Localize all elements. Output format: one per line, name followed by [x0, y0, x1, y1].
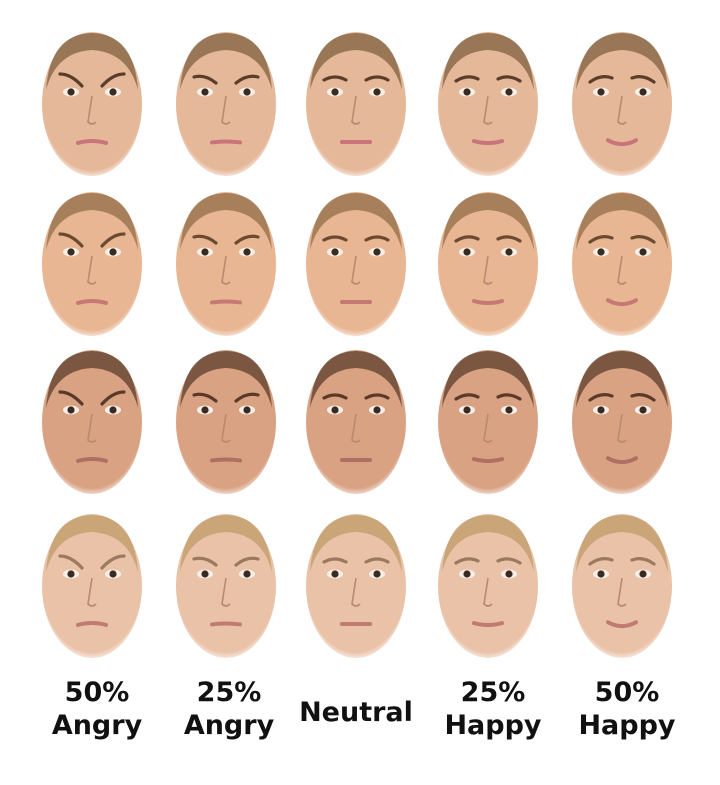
label-happy25: 25% Happy: [428, 676, 558, 742]
face-female-1-angry50: [40, 30, 144, 178]
face-male-1-happy50: [570, 348, 674, 496]
face-male-2-happy25: [436, 512, 540, 660]
face-female-2-happy50: [570, 190, 674, 338]
face-female-1-happy50: [570, 30, 674, 178]
face-female-1-angry25: [174, 30, 278, 178]
face-male-2-angry50: [40, 512, 144, 660]
label-happy25-percent: 25%: [460, 677, 526, 708]
label-happy50-emotion: Happy: [578, 710, 676, 741]
label-happy50: 50% Happy: [562, 676, 692, 742]
face-male-1-angry50: [40, 348, 144, 496]
face-male-1-happy25: [436, 348, 540, 496]
face-male-2-neutral: [304, 512, 408, 660]
label-angry25-percent: 25%: [196, 677, 262, 708]
face-female-2-angry50: [40, 190, 144, 338]
label-angry50: 50% Angry: [32, 676, 162, 742]
label-angry25-emotion: Angry: [183, 710, 275, 741]
label-angry50-emotion: Angry: [51, 710, 143, 741]
face-female-1-happy25: [436, 30, 540, 178]
face-female-2-angry25: [174, 190, 278, 338]
face-female-2-happy25: [436, 190, 540, 338]
expression-labels: 50% Angry 25% Angry Neutral 25% Happy 50…: [0, 676, 720, 776]
face-male-2-happy50: [570, 512, 674, 660]
label-angry25: 25% Angry: [164, 676, 294, 742]
face-male-1-angry25: [174, 348, 278, 496]
label-neutral-emotion: Neutral: [299, 697, 413, 728]
face-male-1-neutral: [304, 348, 408, 496]
face-male-2-angry25: [174, 512, 278, 660]
label-happy25-emotion: Happy: [444, 710, 542, 741]
label-neutral: Neutral: [291, 696, 421, 729]
face-grid: [40, 30, 674, 660]
face-female-2-neutral: [304, 190, 408, 338]
label-angry50-percent: 50%: [64, 677, 130, 708]
label-happy50-percent: 50%: [594, 677, 660, 708]
face-female-1-neutral: [304, 30, 408, 178]
